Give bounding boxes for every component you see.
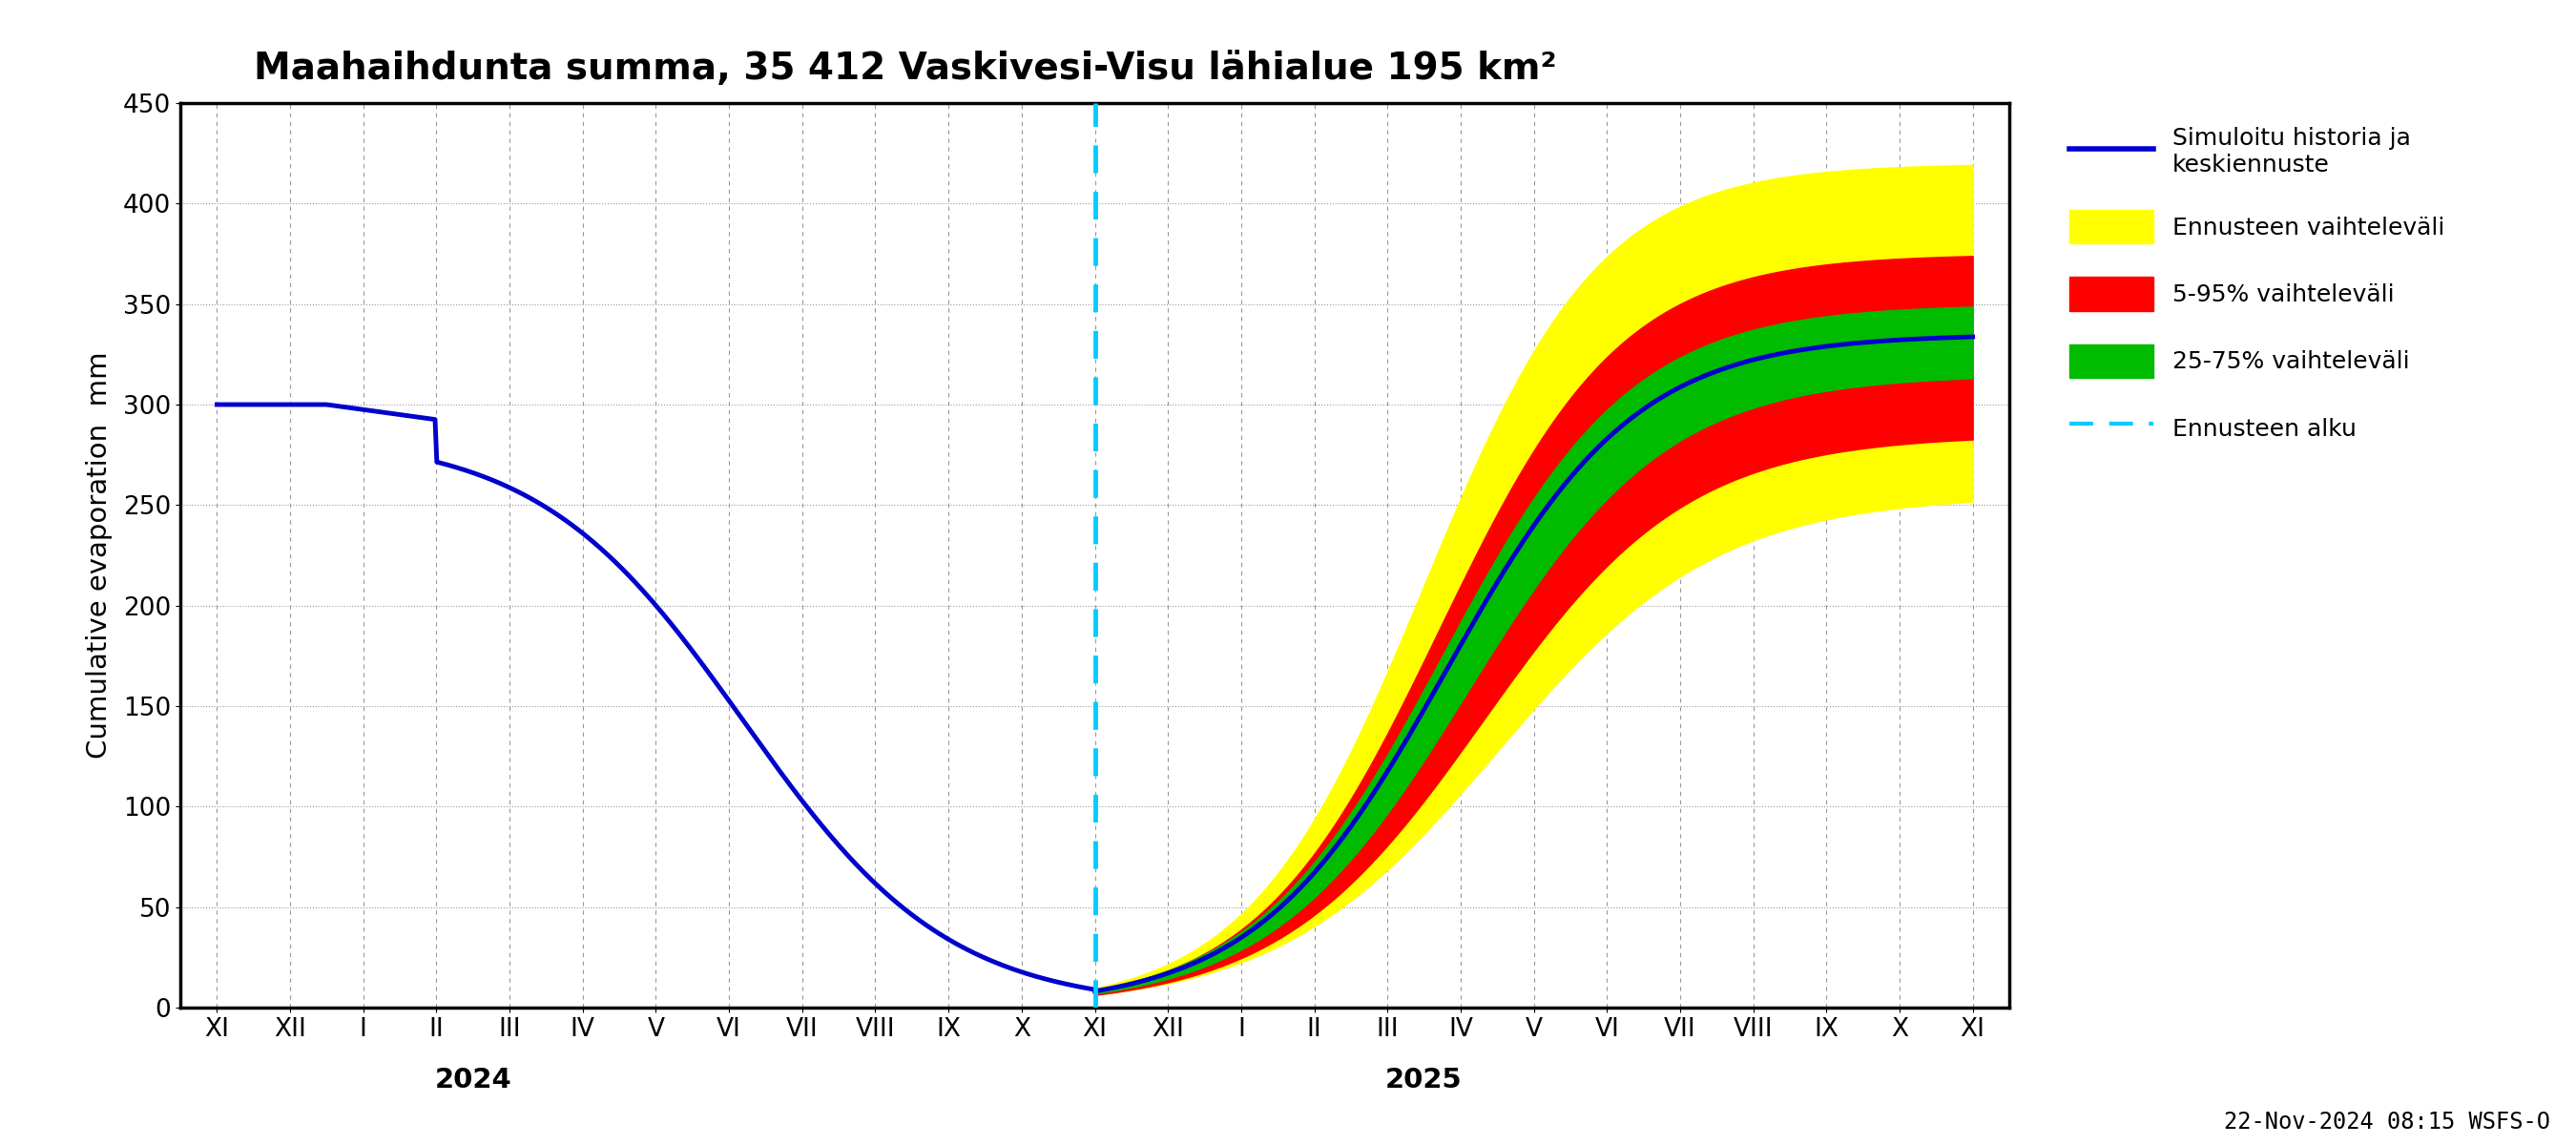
Text: 2024: 2024 bbox=[435, 1067, 513, 1093]
Text: Maahaihdunta summa, 35 412 Vaskivesi-Visu lähialue 195 km²: Maahaihdunta summa, 35 412 Vaskivesi-Vis… bbox=[252, 50, 1556, 87]
Legend: Simuloitu historia ja
keskiennuste, Ennusteen vaihteleväli, 5-95% vaihteleväli, : Simuloitu historia ja keskiennuste, Ennu… bbox=[2058, 114, 2458, 457]
Text: 22-Nov-2024 08:15 WSFS-O: 22-Nov-2024 08:15 WSFS-O bbox=[2223, 1111, 2550, 1134]
Y-axis label: Cumulative evaporation  mm: Cumulative evaporation mm bbox=[85, 352, 113, 759]
Text: 2025: 2025 bbox=[1386, 1067, 1463, 1093]
